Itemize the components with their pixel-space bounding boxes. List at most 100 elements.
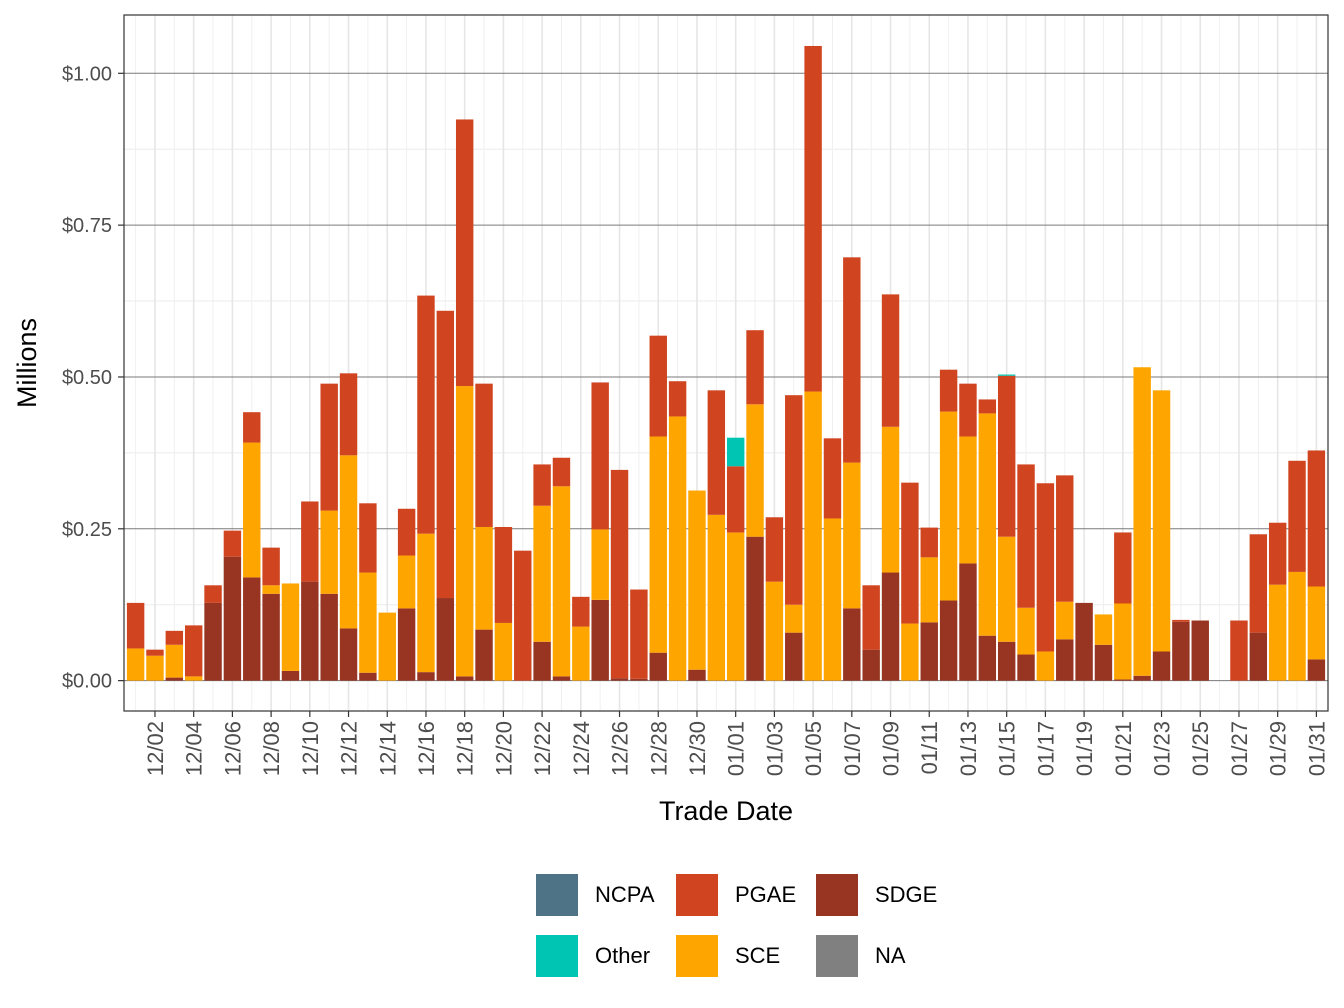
legend-swatch bbox=[816, 874, 858, 916]
legend-item-sce: SCE bbox=[676, 935, 816, 996]
bar-pgae-12-08 bbox=[262, 547, 280, 586]
bar-sdge-12-05 bbox=[204, 602, 222, 681]
bar-sdge-12-17 bbox=[436, 598, 455, 681]
bar-sdge-01-28 bbox=[1249, 632, 1268, 681]
bar-sce-01-31 bbox=[1307, 586, 1326, 660]
legend-label: PGAE bbox=[735, 882, 797, 907]
bar-sce-12-18 bbox=[455, 386, 474, 677]
x-tick-label: 12/10 bbox=[298, 721, 323, 776]
x-tick-label: 12/12 bbox=[337, 721, 362, 776]
bar-sce-12-31 bbox=[707, 514, 726, 681]
bar-sce-12-16 bbox=[417, 533, 435, 673]
x-tick-label: 12/16 bbox=[414, 721, 439, 776]
bar-sce-12-28 bbox=[649, 436, 667, 653]
bar-pgae-01-17 bbox=[1036, 483, 1055, 652]
legend-label: SDGE bbox=[875, 882, 938, 907]
bar-sdge-01-23 bbox=[1152, 651, 1171, 681]
bar-sdge-01-25 bbox=[1191, 620, 1209, 681]
bar-sdge-12-11 bbox=[320, 593, 338, 681]
bar-sce-12-07 bbox=[243, 442, 261, 578]
bar-sce-01-11 bbox=[920, 557, 938, 623]
x-tick-label: 12/24 bbox=[569, 721, 594, 776]
bar-sce-01-23 bbox=[1152, 390, 1171, 652]
bar-pgae-12-25 bbox=[591, 382, 609, 530]
bar-pgae-12-31 bbox=[707, 390, 726, 515]
legend-label: NCPA bbox=[595, 882, 655, 907]
bar-pgae-12-04 bbox=[184, 625, 203, 677]
bar-pgae-12-24 bbox=[572, 596, 590, 627]
x-axis: 12/02 12/04 12/06 12/08 12/10 12/12 12/14 12/16… bbox=[143, 711, 1329, 776]
x-tick-label: 01/09 bbox=[879, 721, 904, 776]
bar-sdge-12-13 bbox=[359, 672, 377, 681]
bar-pgae-01-31 bbox=[1307, 450, 1326, 587]
y-axis: $0.00 $0.25 $0.50 $0.75 $1.00 bbox=[62, 63, 124, 693]
x-tick-label: 12/18 bbox=[453, 721, 478, 776]
bar-sce-12-19 bbox=[475, 526, 493, 630]
bar-sdge-12-03 bbox=[165, 677, 184, 681]
bar-sce-01-05 bbox=[804, 391, 822, 681]
bar-sce-01-04 bbox=[785, 604, 803, 633]
bar-sce-12-02 bbox=[146, 655, 164, 681]
bar-pgae-12-03 bbox=[165, 630, 184, 645]
bar-sdge-01-09 bbox=[881, 572, 900, 681]
bar-pgae-01-03 bbox=[765, 517, 784, 582]
bar-pgae-12-05 bbox=[204, 585, 222, 603]
x-tick-label: 12/20 bbox=[491, 721, 516, 776]
bar-sdge-01-16 bbox=[1017, 654, 1035, 681]
bar-sce-01-22 bbox=[1133, 367, 1151, 676]
bar-sce-01-06 bbox=[823, 518, 842, 681]
bar-sce-01-10 bbox=[901, 623, 919, 681]
x-tick-label: 01/15 bbox=[995, 721, 1020, 776]
bar-sdge-12-28 bbox=[649, 652, 667, 681]
bar-sdge-12-18 bbox=[455, 676, 474, 681]
bar-pgae-12-16 bbox=[417, 295, 435, 534]
x-tick-label: 01/23 bbox=[1150, 721, 1175, 776]
legend-swatch bbox=[816, 935, 858, 977]
bar-pgae-12-27 bbox=[630, 589, 648, 679]
x-tick-label: 12/28 bbox=[646, 721, 671, 776]
bar-sce-01-30 bbox=[1288, 571, 1306, 681]
bar-pgae-01-08 bbox=[862, 585, 880, 650]
bar-sce-01-13 bbox=[959, 436, 977, 564]
legend-swatch bbox=[536, 935, 578, 977]
bar-sce-01-16 bbox=[1017, 607, 1035, 655]
bar-pgae-01-06 bbox=[823, 438, 842, 519]
bar-sce-01-14 bbox=[978, 413, 997, 636]
bar-sce-12-01 bbox=[126, 648, 145, 681]
bar-sdge-01-18 bbox=[1056, 639, 1074, 681]
legend-label: NA bbox=[875, 943, 906, 968]
bar-pgae-01-13 bbox=[959, 383, 977, 437]
legend-item-other: Other bbox=[536, 935, 676, 996]
x-tick-label: 01/13 bbox=[956, 721, 981, 776]
bar-sce-12-25 bbox=[591, 529, 609, 600]
x-tick-label: 01/27 bbox=[1227, 721, 1252, 776]
bar-sce-01-29 bbox=[1268, 584, 1287, 681]
bar-pgae-01-14 bbox=[978, 399, 997, 414]
bar-sdge-01-21 bbox=[1114, 679, 1132, 681]
bar-pgae-01-16 bbox=[1017, 464, 1035, 608]
bar-sce-12-14 bbox=[378, 612, 396, 681]
x-tick-label: 01/19 bbox=[1072, 721, 1097, 776]
x-tick-label: 12/14 bbox=[375, 721, 400, 776]
bar-sce-01-01 bbox=[726, 532, 745, 681]
bar-pgae-12-01 bbox=[126, 602, 145, 649]
x-tick-label: 12/30 bbox=[685, 721, 710, 776]
bar-pgae-01-29 bbox=[1268, 522, 1287, 585]
y-tick-label: $0.25 bbox=[62, 519, 112, 541]
bar-sdge-01-11 bbox=[920, 622, 938, 681]
bar-sce-01-12 bbox=[939, 411, 958, 601]
bar-pgae-12-19 bbox=[475, 383, 493, 527]
bar-sdge-12-12 bbox=[339, 628, 358, 681]
y-axis-title: Millions bbox=[12, 318, 42, 408]
bar-pgae-01-18 bbox=[1056, 475, 1074, 602]
bar-sdge-12-25 bbox=[591, 599, 609, 681]
bar-sdge-12-27 bbox=[630, 678, 648, 681]
bar-pgae-01-07 bbox=[843, 257, 861, 463]
bars bbox=[126, 45, 1326, 681]
x-axis-title: Trade Date bbox=[659, 796, 793, 826]
bar-pgae-12-22 bbox=[533, 464, 551, 506]
legend-label: SCE bbox=[735, 943, 781, 968]
bar-sdge-12-15 bbox=[397, 608, 416, 681]
x-tick-label: 12/26 bbox=[608, 721, 633, 776]
bar-sdge-01-04 bbox=[785, 632, 803, 681]
